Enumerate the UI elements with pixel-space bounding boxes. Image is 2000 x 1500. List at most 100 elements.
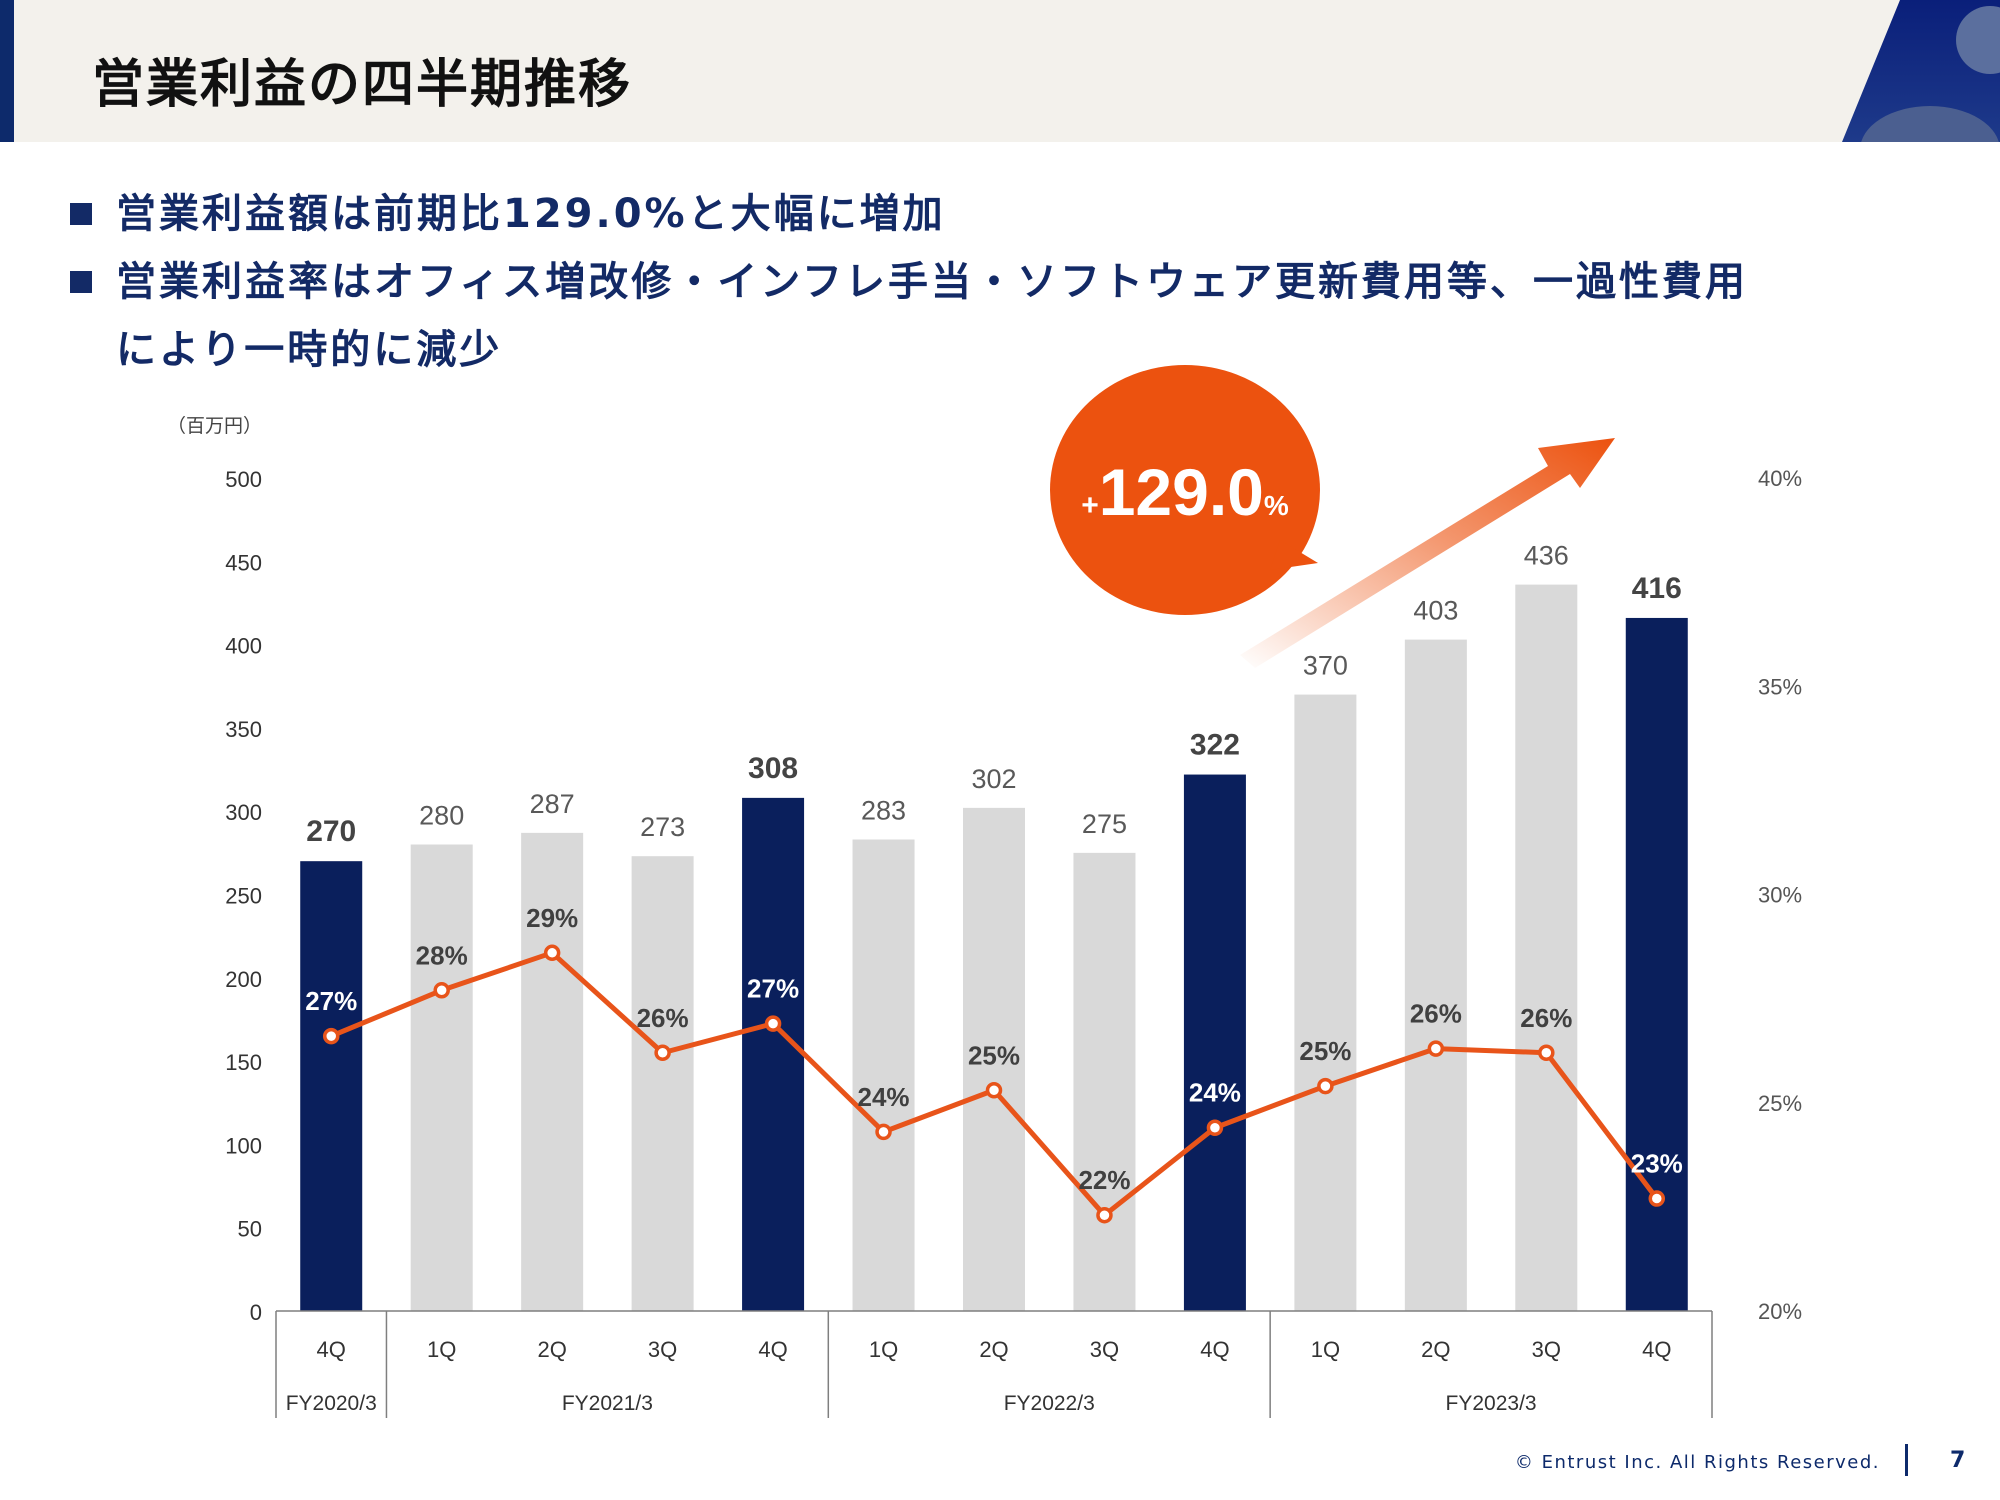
margin-value-label: 25% xyxy=(968,1040,1020,1070)
x-tick-label: 1Q xyxy=(1311,1337,1340,1362)
bar-9 xyxy=(1294,694,1357,1311)
bar-3 xyxy=(631,856,694,1311)
bar-7 xyxy=(1073,852,1136,1311)
bullet-item: 営業利益額は前期比129.0%と大幅に増加 xyxy=(68,180,1788,248)
bar-value-label: 403 xyxy=(1413,596,1458,626)
bar-value-label: 370 xyxy=(1303,651,1348,681)
margin-value-label: 29% xyxy=(526,903,578,933)
callout-plus: + xyxy=(1081,489,1099,522)
y2-tick-label: 25% xyxy=(1758,1091,1802,1116)
page-number: 7 xyxy=(1950,1448,1966,1473)
bar-value-label: 436 xyxy=(1524,541,1569,571)
bullet-square-icon xyxy=(70,203,92,225)
x-group-label: FY2022/3 xyxy=(1004,1392,1095,1415)
bar-8 xyxy=(1183,774,1246,1311)
margin-point xyxy=(1648,1190,1666,1207)
margin-value-label: 26% xyxy=(637,1003,689,1033)
bullet-square-icon xyxy=(70,271,92,293)
margin-point xyxy=(1427,1040,1445,1057)
bar-0 xyxy=(300,861,363,1311)
bullet-item: 営業利益率はオフィス増改修・インフレ手当・ソフトウェア更新費用等、一過性費用によ… xyxy=(68,248,1788,384)
margin-point xyxy=(764,1015,782,1032)
bar-6 xyxy=(963,807,1025,1311)
footer-divider xyxy=(1905,1444,1908,1476)
margin-point xyxy=(543,944,561,962)
bullet-text: 営業利益額は前期比129.0%と大幅に増加 xyxy=(116,191,946,237)
y2-tick-label: 35% xyxy=(1758,674,1802,699)
corner-decoration xyxy=(1842,0,2000,142)
bar-value-label: 280 xyxy=(419,801,464,831)
margin-value-label: 26% xyxy=(1520,1003,1572,1033)
growth-arrow-icon xyxy=(1240,438,1615,668)
margin-value-label: 27% xyxy=(305,986,357,1016)
bar-value-label: 273 xyxy=(640,812,685,842)
y-axis-unit-label: （百万円） xyxy=(167,415,262,437)
growth-callout-text: +129.0% xyxy=(1081,455,1289,529)
margin-point xyxy=(985,1082,1003,1099)
margin-point xyxy=(433,982,450,999)
x-tick-label: 4Q xyxy=(758,1337,787,1362)
margin-point xyxy=(654,1044,671,1062)
margin-value-label: 22% xyxy=(1078,1165,1130,1195)
y2-tick-label: 30% xyxy=(1758,883,1802,908)
bar-4 xyxy=(742,797,805,1311)
bar-10 xyxy=(1404,639,1467,1311)
margin-value-label: 28% xyxy=(416,940,468,970)
x-tick-label: 1Q xyxy=(427,1337,456,1362)
y-tick-label: 50 xyxy=(238,1217,262,1242)
y-tick-label: 100 xyxy=(225,1133,262,1158)
x-tick-label: 1Q xyxy=(869,1337,898,1362)
bar-12 xyxy=(1625,617,1688,1311)
header-bar: 営業利益の四半期推移 xyxy=(0,0,2000,142)
y-tick-label: 0 xyxy=(250,1300,262,1325)
x-group-label: FY2020/3 xyxy=(286,1392,377,1415)
y-tick-label: 500 xyxy=(225,467,262,492)
bar-value-label: 308 xyxy=(748,752,798,785)
x-group-label: FY2021/3 xyxy=(562,1392,653,1415)
y2-tick-label: 20% xyxy=(1758,1299,1802,1324)
y-tick-label: 150 xyxy=(225,1050,262,1075)
callout-bubble xyxy=(1050,365,1320,615)
bullet-text: 営業利益率はオフィス増改修・インフレ手当・ソフトウェア更新費用等、一過性費用によ… xyxy=(116,259,1748,373)
margin-point xyxy=(322,1027,340,1045)
bar-value-label: 322 xyxy=(1190,729,1240,762)
bar-11 xyxy=(1515,584,1578,1311)
y-tick-label: 400 xyxy=(225,634,262,659)
margin-point xyxy=(1206,1119,1224,1136)
bullet-list: 営業利益額は前期比129.0%と大幅に増加 営業利益率はオフィス増改修・インフレ… xyxy=(68,180,1788,384)
header-accent xyxy=(0,0,14,142)
x-tick-label: 3Q xyxy=(1532,1337,1561,1362)
margin-value-label: 25% xyxy=(1299,1036,1351,1066)
margin-point xyxy=(1096,1206,1113,1224)
margin-value-label: 27% xyxy=(747,974,799,1004)
x-tick-label: 4Q xyxy=(1642,1337,1671,1362)
margin-value-label: 26% xyxy=(1410,999,1462,1029)
x-group-label: FY2023/3 xyxy=(1446,1392,1537,1415)
margin-value-label: 24% xyxy=(858,1082,910,1112)
x-tick-label: 2Q xyxy=(537,1337,566,1362)
margin-point xyxy=(1538,1044,1555,1062)
margin-value-label: 24% xyxy=(1189,1078,1241,1108)
x-tick-label: 2Q xyxy=(1421,1337,1450,1362)
x-tick-label: 2Q xyxy=(979,1337,1008,1362)
x-tick-label: 3Q xyxy=(1090,1337,1119,1362)
x-tick-label: 4Q xyxy=(317,1337,346,1362)
y-tick-label: 450 xyxy=(225,550,262,575)
margin-point xyxy=(875,1123,892,1141)
bar-value-label: 287 xyxy=(530,789,575,819)
y-tick-label: 200 xyxy=(225,967,262,992)
y-tick-label: 350 xyxy=(225,717,262,742)
bar-value-label: 270 xyxy=(306,815,356,848)
callout-tail xyxy=(1270,540,1318,570)
copyright: © Entrust Inc. All Rights Reserved. xyxy=(1514,1452,1880,1473)
y-tick-label: 300 xyxy=(225,800,262,825)
y2-tick-label: 40% xyxy=(1758,466,1802,491)
bar-value-label: 283 xyxy=(861,796,906,826)
margin-value-label: 23% xyxy=(1631,1149,1683,1179)
margin-point xyxy=(1317,1077,1334,1095)
bar-5 xyxy=(852,839,915,1311)
bar-value-label: 416 xyxy=(1632,572,1682,605)
bar-value-label: 302 xyxy=(971,764,1016,794)
bar-2 xyxy=(521,832,584,1311)
